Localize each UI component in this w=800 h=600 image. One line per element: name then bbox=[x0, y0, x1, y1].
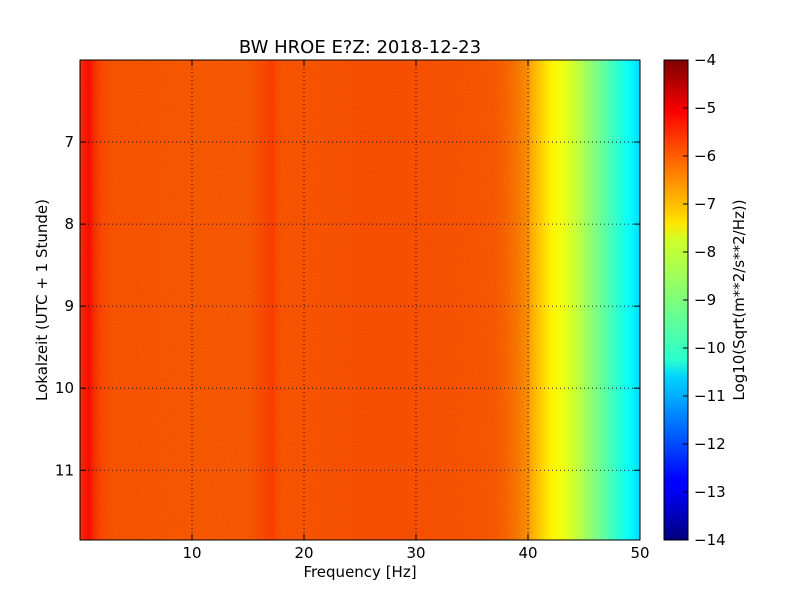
colorbar-tick-label: −4 bbox=[694, 51, 716, 69]
chart-title: BW HROE E?Z: 2018-12-23 bbox=[239, 37, 481, 58]
x-tick-label: 40 bbox=[518, 544, 537, 562]
y-axis-label: Lokalzeit (UTC + 1 Stunde) bbox=[33, 199, 51, 401]
colorbar-tick-label: −9 bbox=[694, 291, 716, 309]
y-tick-label: 8 bbox=[64, 215, 74, 233]
x-tick-label: 20 bbox=[294, 544, 313, 562]
colorbar-tick-label: −11 bbox=[694, 387, 726, 405]
colorbar: −4 −5 −6 −7 −8 −9 −10 −11 −12 −13 −14 Log10(Sqrt(m… bbox=[663, 51, 748, 549]
colorbar-tick-label: −14 bbox=[694, 531, 726, 549]
colorbar-tick-label: −7 bbox=[694, 195, 716, 213]
plot-frame bbox=[79, 59, 641, 541]
x-axis-ticks: 10 20 30 40 50 bbox=[182, 60, 650, 562]
x-axis-label: Frequency [Hz] bbox=[303, 563, 416, 581]
colorbar-ticks: −4 −5 −6 −7 −8 −9 −10 −11 −12 −13 −14 bbox=[683, 51, 726, 549]
y-tick-label: 7 bbox=[64, 133, 74, 151]
y-tick-label: 11 bbox=[55, 461, 74, 479]
colorbar-tick-label: −10 bbox=[694, 339, 726, 357]
y-tick-label: 9 bbox=[64, 297, 74, 315]
colorbar-tick-label: −13 bbox=[694, 483, 726, 501]
feature-band-0 bbox=[270, 60, 275, 540]
grid-lines bbox=[80, 60, 640, 540]
colorbar-tick-label: −8 bbox=[694, 243, 716, 261]
y-axis-ticks: 7 8 9 10 11 bbox=[55, 133, 640, 479]
spectrogram-texture bbox=[80, 60, 530, 540]
colorbar-tick-label: −5 bbox=[694, 99, 716, 117]
x-tick-label: 50 bbox=[630, 544, 649, 562]
colorbar-tick-label: −6 bbox=[694, 147, 716, 165]
colorbar-label: Log10(Sqrt(m**2/s**2/Hz)) bbox=[730, 199, 748, 400]
colorbar-tick-label: −12 bbox=[694, 435, 726, 453]
x-tick-label: 30 bbox=[406, 544, 425, 562]
y-tick-label: 10 bbox=[55, 379, 74, 397]
feature-band-1 bbox=[87, 60, 91, 540]
x-tick-label: 10 bbox=[182, 544, 201, 562]
plot-area: 10 20 30 40 50 7 8 9 10 11 bbox=[55, 59, 650, 562]
spectrogram-bands bbox=[87, 60, 275, 540]
